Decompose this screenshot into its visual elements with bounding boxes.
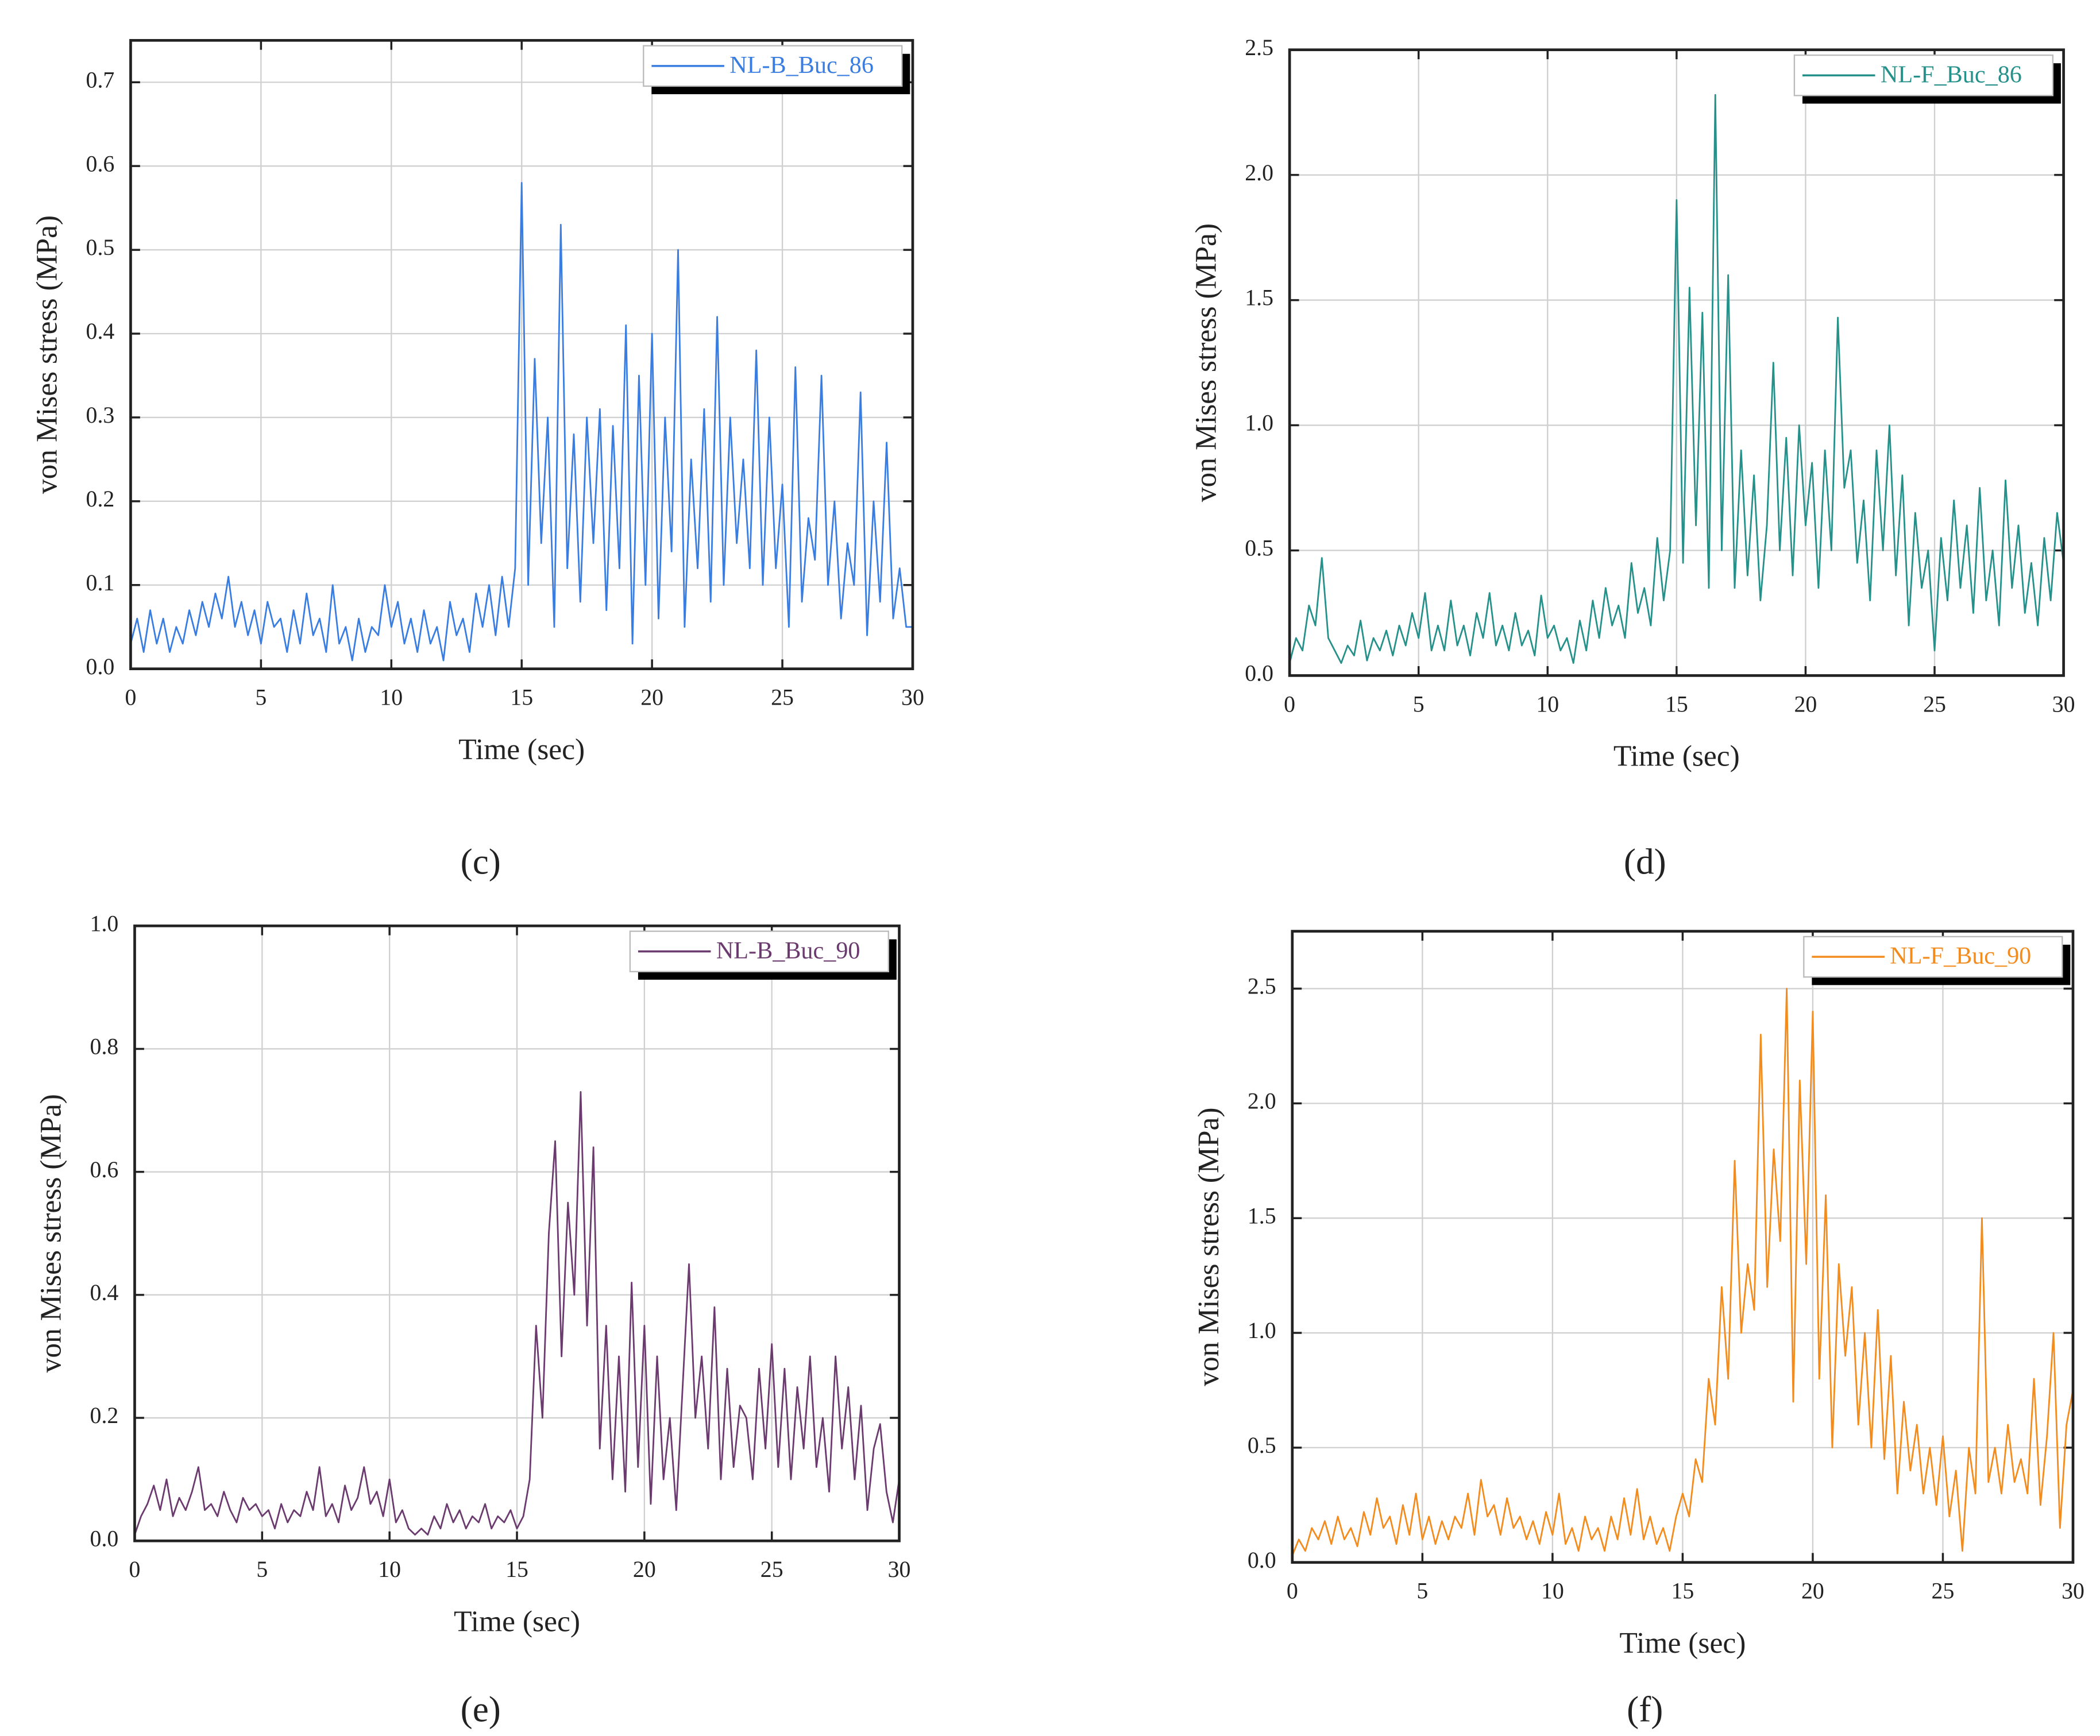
y-tick-label: 1.0 [1248, 1318, 1276, 1343]
x-tick-label: 15 [1671, 1579, 1694, 1604]
y-tick-label: 1.0 [1245, 411, 1273, 436]
y-tick-label: 1.5 [1245, 285, 1273, 311]
y-tick-label: 2.0 [1248, 1089, 1276, 1114]
x-tick-label: 15 [505, 1557, 528, 1582]
panel-label: (c) [461, 841, 501, 881]
y-tick-label: 0.5 [86, 235, 115, 260]
x-tick-label: 20 [640, 685, 663, 710]
x-tick-label: 25 [771, 685, 794, 710]
legend-label: NL-B_Buc_90 [716, 937, 860, 964]
panel-label: (d) [1624, 841, 1666, 881]
x-tick-label: 30 [888, 1557, 911, 1582]
chart: 0.0 0.2 0.4 0.6 0.8 1.0 0 5 10 15 20 25 30 NL-B_Buc_9… [35, 911, 911, 1729]
y-tick-label: 0.2 [90, 1403, 119, 1428]
x-tick-label: 0 [1284, 691, 1295, 717]
plot-frame [1291, 930, 2075, 1564]
data-line [1288, 94, 2064, 664]
x-tick-label: 10 [1541, 1579, 1564, 1604]
x-tick-label: 10 [1536, 691, 1559, 717]
legend-label: NL-B_Buc_86 [729, 52, 874, 79]
y-tick-label: 0.0 [1245, 661, 1273, 686]
x-tick-label: 0 [125, 685, 136, 710]
y-tick-label: 0.0 [1248, 1548, 1276, 1573]
x-tick-label: 30 [2062, 1579, 2084, 1604]
y-tick-label: 0.0 [90, 1526, 119, 1551]
y-tick-label: 0.6 [90, 1157, 119, 1182]
y-tick-label: 0.7 [86, 67, 115, 92]
x-tick-label: 25 [1923, 691, 1946, 717]
data-line [1291, 988, 2074, 1556]
y-axis-title: von Mises stress (MPa) [1192, 1107, 1225, 1386]
y-axis-title: von Mises stress (MPa) [35, 1094, 68, 1372]
x-tick-label: 10 [378, 1557, 401, 1582]
y-tick-label: 0.3 [86, 403, 115, 428]
x-tick-label: 15 [1665, 691, 1688, 717]
data-line [134, 1091, 900, 1536]
chart: 0.0 0.5 1.0 1.5 2.0 2.5 0 5 10 15 20 25 30 NL-F_Buc_9… [1192, 930, 2084, 1730]
x-tick-label: 30 [901, 685, 924, 710]
y-tick-label: 0.8 [90, 1034, 119, 1060]
x-axis-title: Time (sec) [454, 1605, 580, 1638]
chart: 0.0 0.5 1.0 1.5 2.0 2.5 0 5 10 15 20 25 30 NL-F_Buc_8… [1190, 35, 2075, 881]
y-tick-label: 0.4 [86, 319, 115, 344]
plot-frame [133, 924, 901, 1542]
x-tick-label: 15 [510, 685, 533, 710]
y-tick-label: 2.5 [1245, 35, 1273, 60]
y-tick-label: 2.5 [1248, 974, 1276, 999]
x-tick-label: 20 [633, 1557, 656, 1582]
panel-label: (e) [461, 1689, 501, 1730]
legend-label: NL-F_Buc_90 [1890, 942, 2031, 969]
x-tick-label: 20 [1794, 691, 1817, 717]
y-tick-label: 0.1 [86, 570, 115, 596]
x-tick-label: 5 [255, 685, 267, 710]
plot-frame [1288, 48, 2065, 677]
y-tick-label: 0.4 [90, 1280, 119, 1305]
y-axis-title: von Mises stress (MPa) [1190, 223, 1222, 502]
x-tick-label: 25 [1932, 1579, 1955, 1604]
y-tick-label: 0.5 [1245, 536, 1273, 561]
x-tick-label: 0 [1287, 1579, 1298, 1604]
x-tick-label: 25 [761, 1557, 783, 1582]
chart: 0.0 0.1 0.2 0.3 0.4 0.5 0.6 0.7 0 5 10 15 20 25 30 NL-B… [31, 38, 924, 881]
x-axis-title: Time (sec) [1619, 1627, 1746, 1660]
x-tick-label: 5 [1416, 1579, 1428, 1604]
y-axis-title: von Mises stress (MPa) [31, 215, 64, 494]
y-tick-label: 0.6 [86, 151, 115, 176]
x-tick-label: 5 [1413, 691, 1425, 717]
plot-frame [129, 38, 914, 671]
y-tick-label: 2.0 [1245, 160, 1273, 185]
x-axis-title: Time (sec) [458, 733, 585, 766]
y-tick-label: 0.2 [86, 486, 115, 512]
legend [1803, 935, 2063, 978]
legend-label: NL-F_Buc_86 [1881, 61, 2022, 88]
x-tick-label: 0 [129, 1557, 141, 1582]
y-tick-label: 1.5 [1248, 1203, 1276, 1228]
y-tick-label: 1.0 [90, 911, 119, 936]
y-tick-label: 0.5 [1248, 1433, 1276, 1458]
x-tick-label: 30 [2052, 691, 2075, 717]
x-tick-label: 10 [380, 685, 403, 710]
data-line [130, 181, 913, 662]
x-axis-title: Time (sec) [1613, 740, 1740, 773]
y-tick-label: 0.0 [86, 654, 115, 679]
panel-label: (f) [1627, 1689, 1663, 1730]
x-tick-label: 20 [1801, 1579, 1824, 1604]
x-tick-label: 5 [256, 1557, 268, 1582]
